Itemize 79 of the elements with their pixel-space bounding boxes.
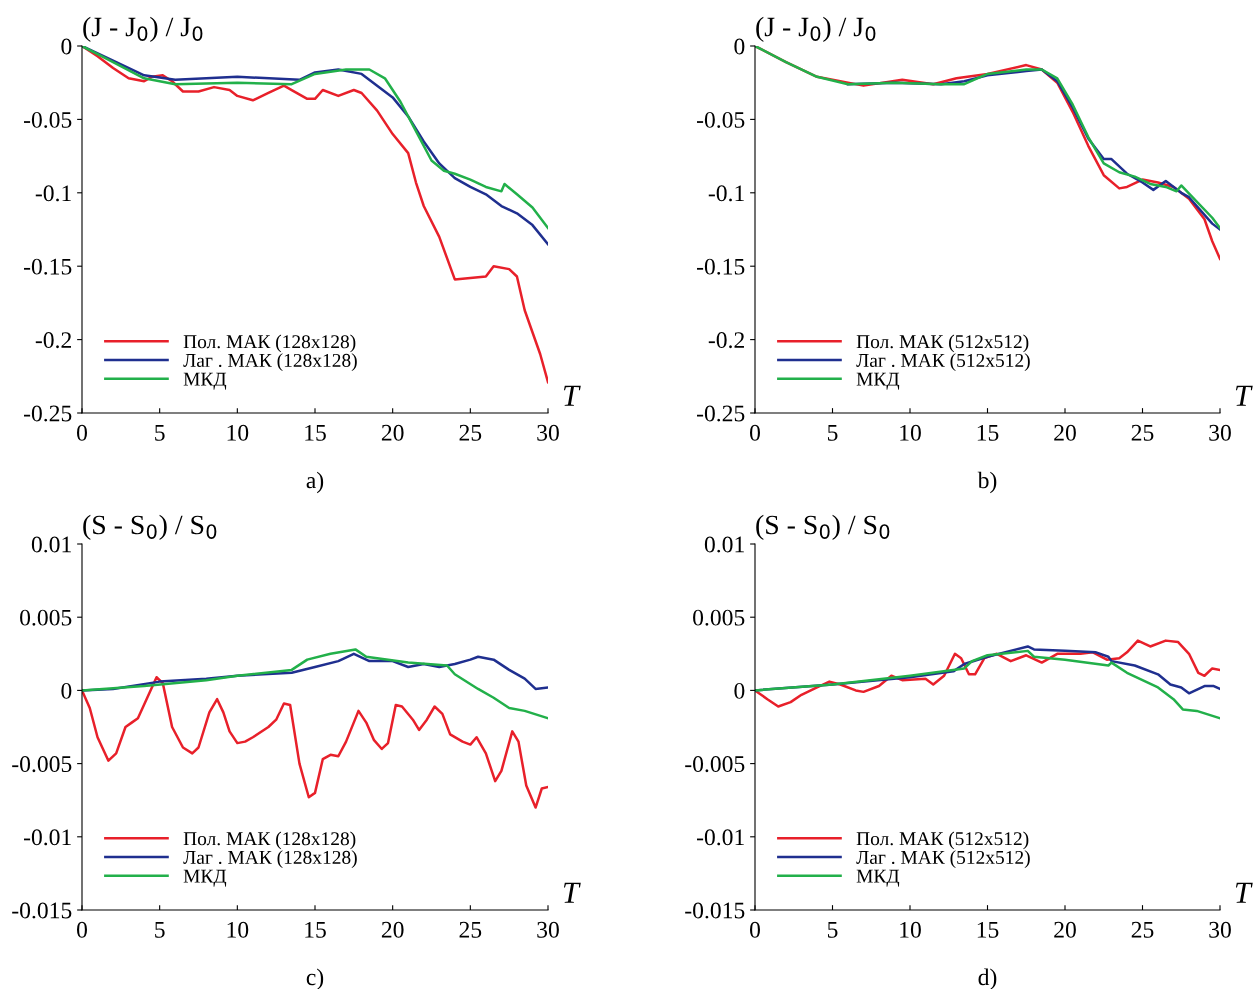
legend-label: Лаг . МАК (512x512) (856, 353, 1030, 371)
line-series (82, 675, 548, 809)
legend-label: Пол. МАК (512x512) (856, 334, 1029, 353)
x-tick-label: 30 (1209, 921, 1231, 938)
text: d) (978, 968, 997, 989)
y-tick-label: -0.015 (685, 902, 745, 919)
x-tick-label: 25 (459, 424, 482, 441)
x-tick-label: 0 (750, 424, 760, 441)
y-tick-label: -0.015 (12, 902, 72, 919)
y-tick-label: -0.005 (685, 756, 745, 773)
legend-label: Пол. МАК (128x128) (183, 334, 356, 353)
y-tick-label: -0.01 (23, 829, 71, 846)
x-tick-label: 5 (155, 425, 165, 441)
x-tick-label: 5 (155, 922, 165, 938)
y-tick-label: -0.005 (12, 756, 72, 773)
x-tick-label: 20 (1054, 921, 1076, 938)
x-tick-label: 20 (381, 921, 404, 938)
x-tick-label: 30 (537, 921, 559, 938)
legend-label: Лаг . МАК (128x128) (183, 353, 357, 371)
x-tick-label: 30 (1209, 424, 1231, 441)
y-axis-title: (J - J$_{0}$) / J$_{0}$ (83, 16, 203, 42)
legend-label: Лаг . МАК (128x128) (183, 850, 357, 868)
legend-label: Пол. МАК (512x512) (856, 831, 1029, 850)
y-tick-label: 0 (734, 38, 745, 55)
legend-label: МКД (856, 869, 900, 887)
x-tick-label: 5 (827, 425, 838, 441)
x-axis-title: T (1235, 385, 1253, 406)
y-axis-title: (S - S$_{0}$) / S$_{0}$ (756, 514, 890, 540)
legend-label: Лаг . МАК (512x512) (856, 850, 1030, 868)
y-tick-label: -0.1 (35, 185, 71, 202)
y-axis-title: (J - J$_{0}$) / J$_{0}$ (756, 16, 876, 42)
text: c) (306, 968, 324, 989)
x-tick-label: 10 (227, 424, 249, 441)
x-tick-label: 25 (459, 921, 482, 938)
y-tick-label: -0.2 (35, 332, 71, 349)
y-tick-label: -0.15 (23, 258, 72, 275)
y-tick-label: -0.1 (708, 185, 744, 202)
legend-label: МКД (856, 372, 900, 390)
y-tick-label: -0.05 (696, 111, 745, 128)
y-tick-label: 0 (734, 682, 745, 699)
x-tick-label: 20 (381, 424, 404, 441)
x-tick-label: 15 (305, 921, 326, 938)
x-tick-label: 15 (977, 921, 999, 938)
y-tick-label: 0.01 (31, 536, 71, 553)
text: a) (306, 471, 324, 494)
y-tick-label: -0.05 (23, 111, 72, 128)
legend-label: МКД (183, 372, 227, 390)
x-tick-label: 0 (77, 921, 87, 938)
x-tick-label: 10 (900, 424, 921, 441)
y-tick-label: 0.005 (693, 609, 745, 626)
x-tick-label: 10 (900, 921, 921, 938)
x-tick-label: 15 (977, 424, 999, 441)
x-axis-title: T (1235, 882, 1253, 903)
line-series (755, 649, 1220, 720)
y-tick-label: 0.01 (704, 536, 744, 553)
y-tick-label: -0.25 (696, 405, 745, 422)
x-tick-label: 30 (537, 424, 559, 441)
y-tick-label: 0 (61, 682, 72, 699)
y-tick-label: -0.01 (696, 829, 744, 846)
y-tick-label: -0.2 (708, 332, 744, 349)
y-tick-label: 0.005 (20, 609, 72, 626)
text: b) (977, 471, 997, 494)
x-tick-label: 5 (827, 922, 838, 938)
y-axis-title: (S - S$_{0}$) / S$_{0}$ (83, 514, 217, 540)
y-tick-label: 0 (61, 38, 72, 55)
x-tick-label: 0 (750, 921, 760, 938)
line-series (82, 648, 548, 720)
legend-label: Пол. МАК (128x128) (183, 831, 356, 850)
x-tick-label: 0 (77, 424, 87, 441)
x-tick-label: 25 (1131, 921, 1154, 938)
y-tick-label: -0.15 (696, 258, 745, 275)
x-tick-label: 15 (305, 424, 326, 441)
y-tick-label: -0.25 (23, 405, 72, 422)
x-axis-title: T (563, 882, 581, 903)
legend-label: МКД (183, 869, 227, 887)
x-tick-label: 20 (1054, 424, 1076, 441)
x-tick-label: 10 (227, 921, 249, 938)
x-tick-label: 25 (1131, 424, 1154, 441)
x-axis-title: T (563, 385, 581, 406)
